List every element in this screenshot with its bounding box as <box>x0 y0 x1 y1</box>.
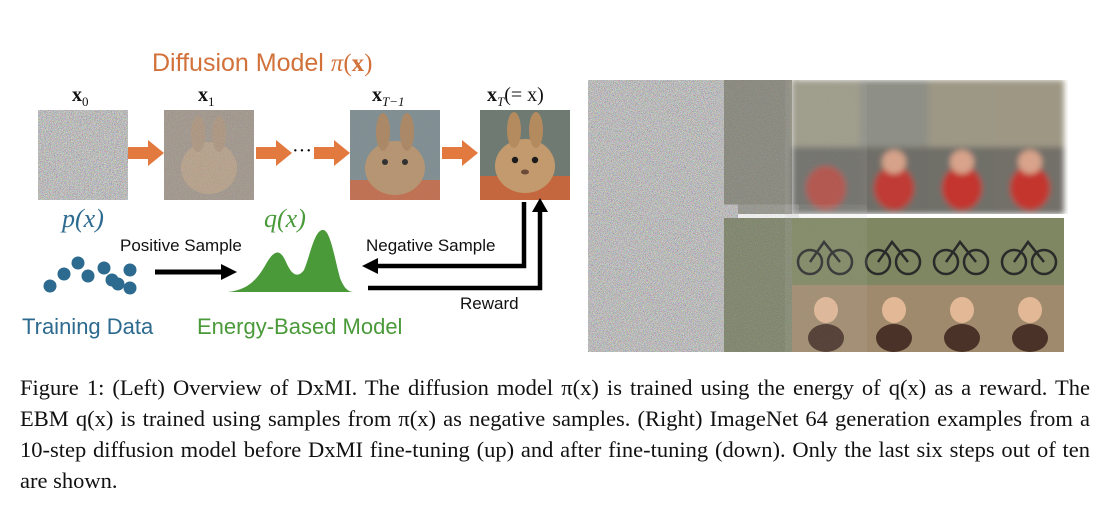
title-paren-open: ( <box>343 50 352 77</box>
frame-label-xT: xT(= x) <box>487 84 544 109</box>
ellipsis: ··· <box>292 140 312 162</box>
frame-noise-image <box>38 110 128 200</box>
arrow-positive-icon <box>155 264 237 280</box>
arrow-forward-1-icon <box>128 140 164 166</box>
frame-label-x0: x0 <box>72 84 89 109</box>
generation-examples-grid-image <box>588 80 1068 352</box>
frame-rabbit-nearly-clean-image <box>350 110 440 200</box>
figure-caption: Figure 1: (Left) Overview of DxMI. The d… <box>20 375 1090 493</box>
title-pi: π <box>330 50 344 77</box>
title-x: x <box>351 50 365 77</box>
training-data-dots-icon <box>43 256 137 295</box>
title-text: Diffusion Model <box>152 49 331 77</box>
frame-label-xT-1: xT−1 <box>372 84 405 109</box>
frame-label-x1: x1 <box>198 84 215 109</box>
p-x-label: p(x) <box>62 204 104 233</box>
ebm-label: Energy-Based Model <box>197 314 403 339</box>
frame-rabbit-clean-image <box>480 110 570 200</box>
energy-distribution-icon <box>228 229 354 292</box>
frame-noisy-rabbit-image <box>164 110 254 200</box>
negative-sample-label: Negative Sample <box>366 236 496 255</box>
training-data-label: Training Data <box>22 314 154 339</box>
arrow-forward-2-icon <box>256 140 292 166</box>
reward-label: Reward <box>460 294 519 313</box>
q-x-label: q(x) <box>264 204 306 233</box>
title-paren-close: ) <box>364 50 373 77</box>
feedback-arrows-icon <box>362 198 548 291</box>
arrow-forward-4-icon <box>442 140 478 166</box>
diagram-title: Diffusion Model π(x) <box>152 49 372 78</box>
positive-sample-label: Positive Sample <box>120 236 242 255</box>
arrow-forward-3-icon <box>314 140 350 166</box>
